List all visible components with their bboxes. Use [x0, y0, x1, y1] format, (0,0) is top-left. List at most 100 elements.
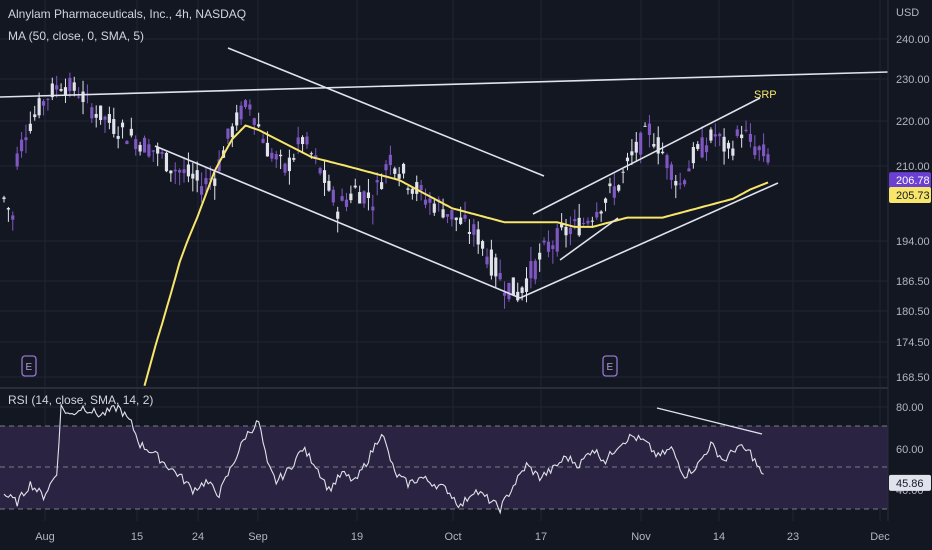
- candle-body: [551, 245, 555, 250]
- candle-body: [59, 88, 63, 91]
- candle-body: [643, 125, 647, 127]
- candle-body: [564, 226, 568, 236]
- ma-value-tag: 205.73: [896, 190, 930, 202]
- candle-body: [485, 256, 489, 265]
- trendline: [532, 97, 761, 215]
- candle-body: [248, 104, 252, 110]
- candle-body: [428, 198, 432, 203]
- candle-body: [661, 151, 665, 154]
- candle-body: [682, 180, 687, 185]
- candle-body: [336, 211, 340, 219]
- candle-body: [590, 220, 594, 222]
- candle-body: [419, 184, 423, 191]
- candle-body: [261, 138, 265, 143]
- candle-body: [467, 231, 472, 234]
- candle-body: [309, 153, 313, 155]
- candle-body: [15, 153, 19, 167]
- trendline: [519, 182, 779, 299]
- candle-body: [388, 154, 392, 166]
- time-tick-label: 23: [787, 531, 799, 543]
- candle-body: [612, 186, 616, 198]
- candle-body: [129, 128, 133, 136]
- candle-body: [630, 151, 634, 156]
- trendlines: [0, 47, 889, 299]
- candle-body: [652, 143, 656, 147]
- candle-body: [46, 98, 50, 100]
- candle-body: [239, 105, 243, 120]
- candle-body: [647, 123, 652, 135]
- candle-body: [366, 192, 371, 199]
- candle-body: [441, 209, 445, 218]
- last-price-tag: 206.78: [896, 175, 930, 187]
- candle-body: [11, 215, 15, 220]
- candle-body: [529, 261, 533, 279]
- candle-body: [63, 87, 68, 95]
- candle-body: [340, 196, 344, 201]
- candle-body: [507, 282, 511, 300]
- candle-body: [147, 144, 151, 157]
- time-tick-label: 15: [131, 531, 143, 543]
- candle-body: [99, 105, 103, 121]
- candle-body: [33, 114, 37, 118]
- price-tick-label: 240.00: [896, 34, 930, 46]
- candle-body: [265, 142, 270, 157]
- time-tick-label: 19: [351, 531, 363, 543]
- candle-body: [120, 122, 125, 128]
- ma-value-tag-bg: [889, 187, 931, 204]
- time-tick-label: 17: [535, 531, 547, 543]
- candle-body: [568, 227, 572, 235]
- candle-body: [243, 100, 248, 107]
- price-axis[interactable]: 240.00 230.00 220.00 210.00 194.00 186.50 180.…: [896, 34, 930, 384]
- candle-body: [375, 180, 379, 183]
- candle-body: [516, 291, 520, 301]
- candle-body: [520, 287, 524, 293]
- candle-body: [603, 198, 608, 203]
- candle-body: [582, 222, 586, 224]
- rsi-line: [3, 402, 764, 515]
- candle-body: [713, 134, 717, 137]
- time-tick-label: Dec: [870, 531, 890, 543]
- srp-label: SRP: [754, 89, 777, 101]
- candle-body: [138, 144, 142, 152]
- candle-body: [656, 137, 660, 154]
- price-tick-label: 220.00: [896, 116, 930, 128]
- candle-body: [463, 214, 467, 219]
- price-tick-label: 186.50: [896, 276, 930, 288]
- candle-body: [502, 292, 507, 296]
- ma-legend[interactable]: MA (50, close, 0, SMA, 5): [8, 29, 145, 43]
- time-tick-label: 14: [713, 531, 725, 543]
- candle-body: [235, 112, 239, 126]
- candle-body: [704, 145, 709, 153]
- last-price-tag-bg: [889, 172, 931, 189]
- rsi-legend[interactable]: RSI (14, close, SMA, 14, 2): [8, 393, 154, 407]
- price-tags: 206.78 205.73 45.86: [889, 172, 931, 491]
- candle-body: [371, 206, 375, 211]
- candle-body: [90, 107, 94, 119]
- candle-body: [19, 139, 24, 152]
- rsi-value-tag-bg: [889, 474, 931, 491]
- time-tick-label: Nov: [631, 531, 651, 543]
- candle-body: [665, 155, 669, 169]
- candle-body: [744, 129, 748, 131]
- candle-body: [208, 178, 212, 180]
- candle-body: [696, 144, 700, 149]
- candle-body: [766, 154, 770, 163]
- time-axis[interactable]: Aug 15 24 Sep 19 Oct 17 Nov 14 23 Dec: [35, 531, 890, 543]
- candle-body: [274, 154, 278, 160]
- candle-body: [753, 146, 757, 156]
- candle-body: [401, 163, 406, 174]
- candle-body: [599, 211, 603, 214]
- candle-body: [2, 197, 6, 200]
- candle-body: [173, 169, 177, 172]
- time-tick-label: Sep: [248, 531, 268, 543]
- candle-body: [6, 208, 10, 210]
- candle-body: [296, 137, 300, 145]
- candle-body: [542, 240, 546, 243]
- candle-body: [608, 183, 612, 187]
- candle-body: [94, 113, 98, 118]
- candle-body: [314, 155, 318, 158]
- candle-body: [450, 209, 454, 220]
- currency-label: USD: [896, 7, 919, 19]
